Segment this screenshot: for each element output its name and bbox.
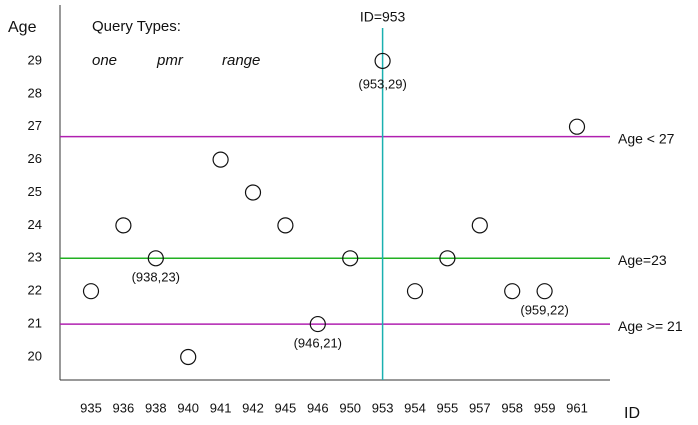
point [244,184,262,201]
point [568,118,586,135]
point [342,250,359,267]
x-tick-label: 936 [113,400,135,415]
x-tick-label: 955 [437,400,459,415]
legend-item: one [92,52,117,69]
annotation: (938,23) [132,270,180,285]
y-axis-label: Age [8,19,37,36]
x-tick-label: 959 [534,400,556,415]
annotation: (946,21) [294,336,342,351]
annotation: (953,29) [358,76,406,91]
point [147,250,164,267]
x-tick-label: 940 [177,400,199,415]
reference-label: Age >= 21 [618,318,683,334]
reference-label: Age < 27 [618,130,675,146]
point [277,217,294,234]
x-tick-label: 946 [307,400,329,415]
legend-item: range [222,52,260,69]
x-tick-label: 935 [80,400,102,415]
x-tick-label: 945 [275,400,297,415]
point [471,217,488,234]
x-tick-label: 954 [404,400,426,415]
y-tick-label: 27 [28,118,42,133]
y-tick-label: 21 [28,316,42,331]
x-tick-label: 942 [242,400,264,415]
y-tick-label: 23 [28,250,42,265]
reference-label: ID=953 [360,9,406,25]
y-tick-label: 25 [28,184,42,199]
x-tick-label: 941 [210,400,232,415]
x-tick-label: 957 [469,400,491,415]
y-tick-label: 24 [28,217,42,232]
point [82,283,100,300]
point [212,151,229,168]
legend-item: pmr [156,52,184,69]
point [374,52,391,70]
legend-title: Query Types: [92,18,181,35]
x-axis-label: ID [624,405,640,422]
y-tick-label: 26 [28,151,42,166]
point [406,283,424,300]
x-tick-label: 958 [501,400,523,415]
point [504,283,521,300]
x-tick-label: 950 [339,400,361,415]
point [309,315,326,333]
x-tick-label: 961 [566,400,588,415]
y-tick-label: 28 [28,85,42,100]
annotation: (959,22) [520,303,568,318]
y-tick-label: 29 [28,52,42,67]
point [180,348,197,366]
point [115,217,132,234]
reference-label: Age=23 [618,252,667,268]
y-tick-label: 22 [28,283,42,298]
point [536,283,553,300]
point [439,250,456,267]
x-tick-label: 938 [145,400,167,415]
x-tick-label: 953 [372,400,394,415]
y-tick-label: 20 [28,348,42,363]
